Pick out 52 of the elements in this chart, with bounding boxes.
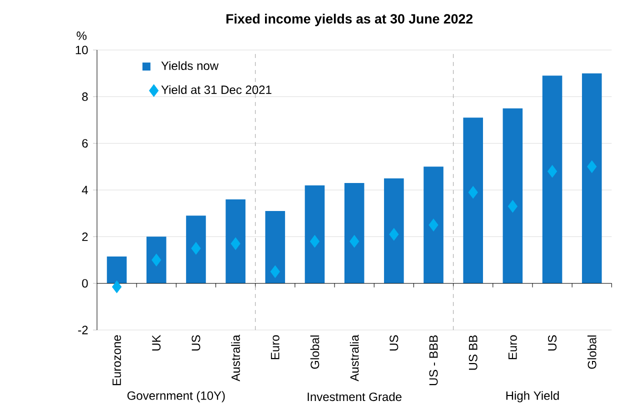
x-tick-label: Euro: [508, 335, 517, 360]
x-tick-label: UK: [152, 334, 161, 350]
point: [428, 218, 438, 232]
x-tick-label: US - BBB: [429, 335, 438, 386]
point: [468, 186, 478, 199]
x-tick-label: Australia: [231, 334, 240, 382]
x-tick-label: US: [390, 335, 398, 350]
bar: [344, 183, 364, 284]
x-tick-label: Eurozone: [112, 335, 121, 386]
y-tick-label: 2: [82, 232, 88, 241]
legend-label: Yields now: [161, 61, 219, 70]
bar: [502, 108, 523, 284]
bar: [463, 118, 483, 284]
legend-label: Yield at 31 Dec 2021: [161, 85, 272, 94]
point: [230, 237, 240, 250]
bar: [146, 236, 166, 284]
point: [191, 242, 201, 255]
bar: [265, 211, 286, 284]
x-tick-label: Euro: [270, 335, 280, 360]
x-tick-label: Global: [587, 336, 596, 369]
y-axis-title: %: [76, 32, 87, 40]
bar: [106, 256, 127, 284]
chart-title: Fixed income yields as at 30 June 2022: [226, 14, 473, 26]
bar: [304, 185, 325, 284]
text: Investment Grade: [308, 392, 402, 402]
bar: [384, 178, 404, 284]
y-tick-label: 0: [82, 279, 88, 288]
bar: [542, 76, 562, 284]
point: [587, 160, 597, 173]
point: [389, 228, 399, 241]
bar: [424, 166, 444, 284]
y-tick-label: 10: [76, 46, 88, 54]
point: [350, 235, 360, 248]
point: [310, 235, 320, 248]
text: Government (10Y): [127, 391, 225, 402]
x-tick-label: Australia: [350, 334, 359, 382]
point: [508, 200, 518, 213]
y-tick-label: 6: [82, 139, 88, 148]
bar: [186, 216, 206, 284]
bar: [582, 73, 602, 284]
point: [270, 265, 280, 278]
text: High Yield: [506, 391, 559, 402]
y-tick-label: 4: [82, 186, 88, 194]
point: [548, 165, 558, 178]
x-tick-label: US: [548, 335, 557, 350]
x-tick-label: US BB: [468, 335, 478, 370]
y-tick-label: -2: [78, 326, 88, 334]
x-tick-label: Global: [310, 336, 320, 369]
y-tick-label: 8: [82, 92, 88, 101]
bar: [226, 199, 246, 284]
x-tick-label: US: [192, 335, 200, 350]
point: [112, 280, 122, 294]
